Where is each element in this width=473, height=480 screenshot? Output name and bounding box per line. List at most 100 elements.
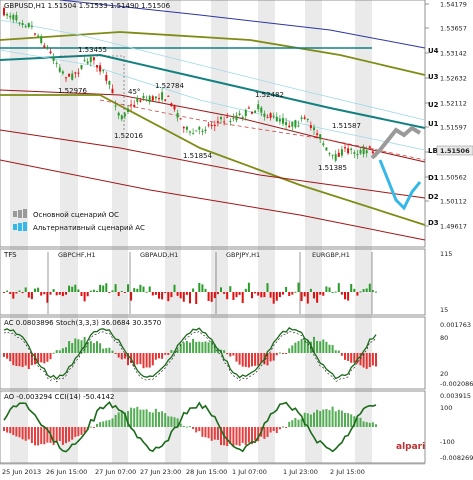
ac-bar (18, 353, 21, 367)
candle-body (340, 149, 343, 156)
ao-bar (92, 427, 95, 429)
ao-bar (108, 420, 111, 427)
candle-body (185, 126, 188, 130)
ac-bar (164, 353, 167, 355)
tfs-bar (179, 292, 182, 299)
candle-body (130, 104, 133, 106)
price-label-6: 1.51587 (332, 122, 361, 130)
ao-bar (210, 427, 213, 441)
ac-bar (27, 353, 30, 370)
tfs-bar (294, 291, 297, 293)
ac-bar (334, 350, 337, 353)
tfs-bar (204, 288, 207, 292)
tfs-bar (266, 283, 269, 292)
tfs-bar (257, 292, 260, 296)
ao-bar (359, 417, 362, 427)
tfs-bar (145, 291, 148, 293)
candle-body (117, 112, 120, 116)
candle-body (61, 71, 64, 74)
ao-bar (43, 427, 46, 445)
ao-bar (123, 412, 126, 427)
ac-bar (3, 353, 5, 357)
ao-bar (337, 409, 340, 427)
tfs-bar (151, 292, 154, 296)
ao-bar (207, 427, 210, 439)
tfs-panel[interactable]: GBPCHF,H1 GBPAUD,H1 GBPJPY,H1 EURGBP,H1 TFS (0, 248, 426, 316)
time-axis: 25 Jun 2013 26 Jun 15:00 27 Jun 07:00 27 Ju… (0, 463, 425, 476)
ac-bar (313, 336, 315, 353)
ac-bar (21, 353, 24, 368)
ao-bar (232, 427, 235, 447)
cci-line (3, 400, 377, 453)
tfs-bar (37, 287, 40, 292)
ac-bar (216, 348, 219, 353)
tfs-bar (80, 292, 83, 297)
angle-label: 45° (128, 88, 140, 96)
candle-body (204, 129, 207, 131)
ac-bar (362, 353, 365, 368)
ao-bar (334, 411, 337, 427)
candle-body (111, 88, 114, 94)
ac-bar (201, 342, 204, 353)
price-label-0: 1.53455 (78, 46, 107, 54)
ao-cci-panel[interactable]: AO -0.003294 CCI(14) -50.4142 alpari (0, 390, 426, 464)
price-label-5: 1.51854 (183, 152, 212, 160)
tfs-bar (142, 286, 145, 292)
tfs-bar (136, 288, 139, 292)
price-label-1: 1.52976 (58, 87, 87, 95)
alt-scenario-path (378, 159, 422, 211)
tfs-bar (9, 292, 12, 294)
ao-histogram (3, 400, 377, 453)
ao-bar (34, 427, 36, 446)
candle-body (80, 64, 83, 69)
ac-bar (49, 353, 52, 360)
tfs-bar (297, 282, 300, 292)
candle-body (71, 73, 74, 80)
candle-body (247, 107, 250, 109)
tfs-bar (337, 283, 340, 292)
tfs-bar (272, 292, 275, 304)
candle-body (359, 150, 362, 154)
ac-stoch-panel[interactable]: AC 0.0803896 Stoch(3,3,3) 36.0684 30.357… (0, 316, 426, 390)
ao-bar (319, 411, 322, 427)
ac-bar (189, 342, 191, 353)
tfs-bar (189, 292, 191, 304)
legend-main-swatch-1 (13, 211, 17, 217)
candle-body (58, 67, 61, 72)
candle-body (86, 61, 89, 64)
tfs-bar (161, 292, 164, 300)
shade-band-0 (10, 0, 28, 463)
tfs-bar (303, 292, 306, 297)
main-price-panel[interactable]: 1.53455 1.52976 1.52784 1.52482 1.52016 1.518… (0, 0, 426, 248)
shade-band-5 (258, 0, 275, 463)
ao-bar (201, 427, 204, 437)
ao-bar (195, 427, 198, 433)
ac-bar (192, 338, 195, 353)
tfs-bar (356, 292, 359, 296)
ac-bar (207, 342, 210, 353)
tfs-bar (247, 282, 250, 292)
price-tick-1: 1.53657 (440, 25, 467, 33)
candle-body (272, 115, 275, 117)
candle-body (344, 147, 346, 149)
candle-body (114, 105, 117, 107)
tfs-bar (328, 287, 331, 292)
ac-bar (371, 353, 374, 366)
candle-body (15, 15, 18, 21)
tfs-bar (92, 289, 95, 292)
ac-bar (204, 341, 207, 353)
ac-bar (34, 353, 36, 365)
ac-bar (74, 338, 77, 353)
ao-bar (344, 412, 346, 427)
ao-panel-frame (0, 390, 426, 464)
tfs-bar (198, 282, 201, 292)
ac-bar (92, 343, 95, 353)
tfs-title: TFS (3, 251, 17, 259)
candle-body (9, 15, 12, 18)
ao-bar (340, 410, 343, 427)
ao-bar (275, 427, 278, 433)
candle-body (43, 45, 46, 48)
candle-body (232, 117, 235, 119)
red-middle-line (0, 129, 426, 199)
